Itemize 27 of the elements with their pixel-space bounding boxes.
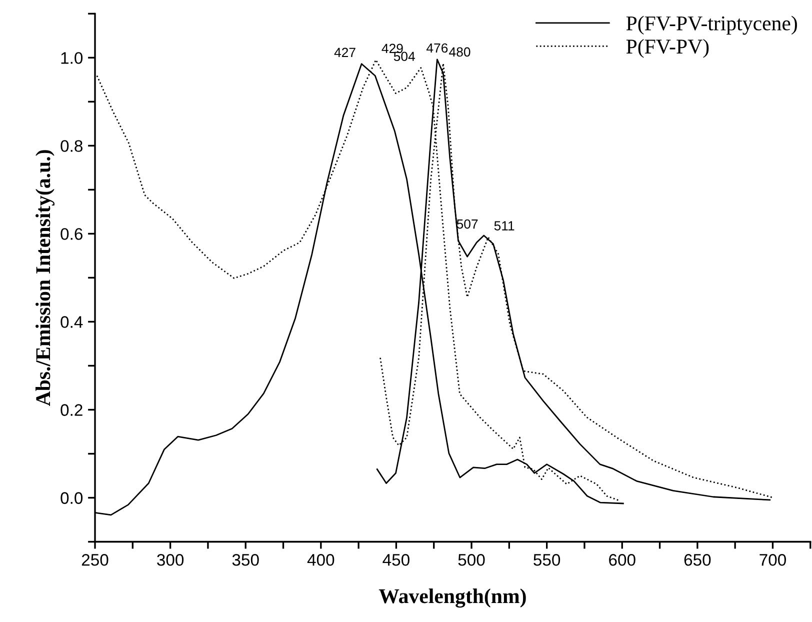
x-tick-label: 650 (684, 554, 711, 566)
x-tick-label: 400 (307, 554, 334, 566)
x-tick-label: 600 (609, 554, 636, 566)
x-tick-label: 550 (534, 554, 560, 566)
y-tick-label: 0.6 (60, 228, 82, 240)
annotation: 507 (456, 219, 478, 229)
legend-label: P(FV-PV-triptycene) (626, 16, 797, 35)
annotation: 429 (382, 44, 403, 54)
legend-label: P(FV-PV) (626, 38, 709, 58)
x-tick-label: 300 (157, 554, 184, 566)
y-tick-label: 0.0 (60, 492, 83, 504)
x-tick-label: 350 (232, 554, 259, 566)
x-tick-label: 450 (382, 554, 410, 566)
y-tick-label: 0.2 (60, 404, 82, 416)
y-tick-label: 0.4 (60, 316, 83, 328)
y-axis-title: Abs./Emission Intensity(a.u.) (36, 150, 54, 406)
annotation: 480 (449, 47, 470, 57)
annotation: 504 (394, 52, 415, 62)
annotation: 427 (334, 48, 356, 57)
x-axis-title: Wavelength(nm) (378, 588, 526, 608)
x-tick-label: 700 (760, 554, 786, 566)
annotation: 476 (426, 43, 448, 53)
annotation: 511 (494, 221, 514, 230)
x-tick-label: 500 (458, 554, 485, 566)
y-tick-label: 1.0 (61, 52, 83, 64)
y-tick-label: 0.8 (60, 140, 82, 152)
x-tick-label: 250 (82, 554, 108, 566)
